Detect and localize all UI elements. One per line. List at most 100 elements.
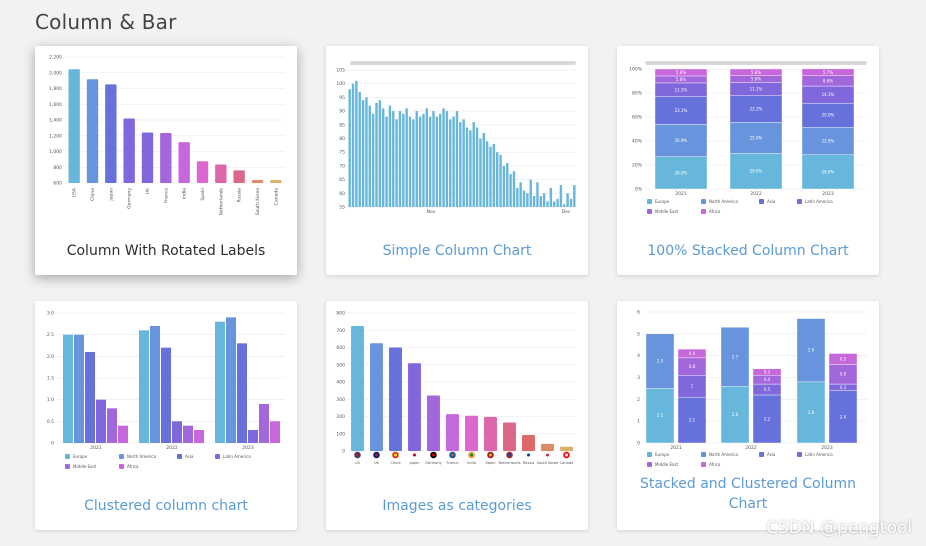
data-label: 5.6% [751,77,761,82]
legend-label: Latin America [805,452,833,457]
bar [361,100,365,207]
bar [370,343,383,451]
bar [161,347,171,443]
chart-card-clustered-column[interactable]: 3.0 2.5 2.0 1.5 1.0 0.5 0 2021 2022 2023 Europe Nor… [35,301,297,530]
x-tick-label: Russia [523,461,535,465]
scrollbar [350,61,576,65]
y-tick-label: 60 [339,191,345,197]
y-tick-label: 55 [339,205,345,211]
bar [509,174,512,207]
data-label: 29.6% [750,169,763,174]
bar [425,108,429,207]
legend-label: North America [127,454,157,459]
data-label: 5.8% [676,77,686,82]
legend-label: Europe [655,199,670,204]
data-label: 2.2 [764,416,771,421]
card-caption[interactable]: Images as categories [382,498,532,514]
card-caption[interactable]: Clustered column chart [84,498,248,514]
bar [385,116,388,207]
bar [539,196,543,207]
stacked-segment [720,327,750,387]
bar [506,163,509,207]
y-tick-label: 85 [339,122,345,128]
bar [388,105,392,207]
y-tick-label: 1.0 [47,397,54,403]
x-tick-label: Russia [237,188,243,203]
y-tick-label: 600 [53,181,62,187]
bar [412,119,415,207]
x-tick-label: 2021 [670,445,682,451]
y-tick-label: 0 [51,441,54,447]
bar [86,79,99,183]
bar [402,113,405,207]
x-tick-label: India [467,461,476,465]
card-caption[interactable]: Stacked and Clustered Column Chart [640,476,856,512]
bar [68,69,80,183]
bar [408,363,421,451]
x-tick-label: 2021 [90,445,102,451]
stacked-segment [729,122,783,154]
card-caption[interactable]: 100% Stacked Column Chart [647,243,849,259]
stacked-segment [677,348,707,359]
legend-label: Middle East [655,462,679,467]
chart-card-simple-column[interactable]: 105 100 95 90 85 80 75 70 65 60 55 Nov Dec Simple Co… [326,46,588,275]
stacked-segment [645,388,675,444]
stacked-segment [654,156,708,190]
section-title: Column & Bar [35,10,177,34]
bar [452,116,455,207]
data-label: 25.9% [750,135,763,140]
legend-swatch [647,199,652,204]
x-tick-label: 2022 [750,191,762,197]
watermark: CSDN @pengtool [766,518,912,538]
data-label: 0.3 [764,370,771,375]
data-label: 5.8% [676,70,686,75]
bar [532,196,536,207]
y-tick-label: 1,800 [49,86,62,92]
chart-card-rotated-labels[interactable]: 2,200 2,000 1,800 1,600 1,400 1,200 1,000 800 60… [35,46,297,275]
data-label: 0.5 [764,387,771,392]
x-tick-label: Netherlands [499,461,521,465]
legend-label: Middle East [73,464,97,469]
data-label: 11.1% [750,87,763,92]
bar [139,330,149,443]
legend-label: North America [709,452,739,457]
x-tick-label: USA [72,187,78,197]
data-label: 8.6% [823,78,833,83]
bar [512,171,516,207]
y-tick-label: 40% [632,139,643,145]
x-tick-label: Spain [485,461,495,465]
x-tick-label: 2022 [745,445,757,451]
chart-card-100-stacked[interactable]: 100% 80% 60% 40% 20% 0% 26.9% 26.9% 23.1% 11.5% 5.… [617,46,879,275]
card-caption[interactable]: Simple Column Chart [382,243,532,259]
legend-swatch [647,462,652,467]
stacked-segment [654,96,708,125]
legend-label: Europe [73,454,88,459]
legend-label: Africa [709,462,721,467]
stacked-segment [796,318,826,383]
bar [435,116,439,207]
y-tick-label: 2.5 [47,332,54,338]
bar [398,111,402,207]
bar [251,179,264,183]
chart-images-categories: 800 700 600 500 400 300 200 100 0 US UK China Japan G… [336,311,576,465]
scrollbar [645,61,867,65]
data-label: 14.3% [822,92,835,97]
y-tick-label: 0 [342,449,345,455]
bar [358,91,361,207]
chart-card-stacked-clustered[interactable]: 6 5 4 3 2 1 0 2.5 2.5 2.1 1 0.8 0.4 2021 2.6 2.7 2.2 0.5 0… [617,301,879,530]
stacked-segment [729,153,783,190]
card-caption[interactable]: Column With Rotated Labels [66,243,266,259]
stacked-segment [729,68,783,76]
y-tick-label: 400 [336,380,345,386]
chart-card-images-categories[interactable]: 800 700 600 500 400 300 200 100 0 US UK China Japan G… [326,301,588,530]
stacked-segment [654,68,708,77]
data-label: 2.5 [657,413,664,418]
y-tick-label: 100 [336,431,345,437]
bar [270,180,282,183]
bar [395,119,398,207]
x-tick-label: France [447,461,460,465]
stacked-segment [801,154,855,190]
x-tick-label: 2023 [822,191,834,197]
x-tick-label: Japan [408,461,419,465]
bar [365,97,368,207]
